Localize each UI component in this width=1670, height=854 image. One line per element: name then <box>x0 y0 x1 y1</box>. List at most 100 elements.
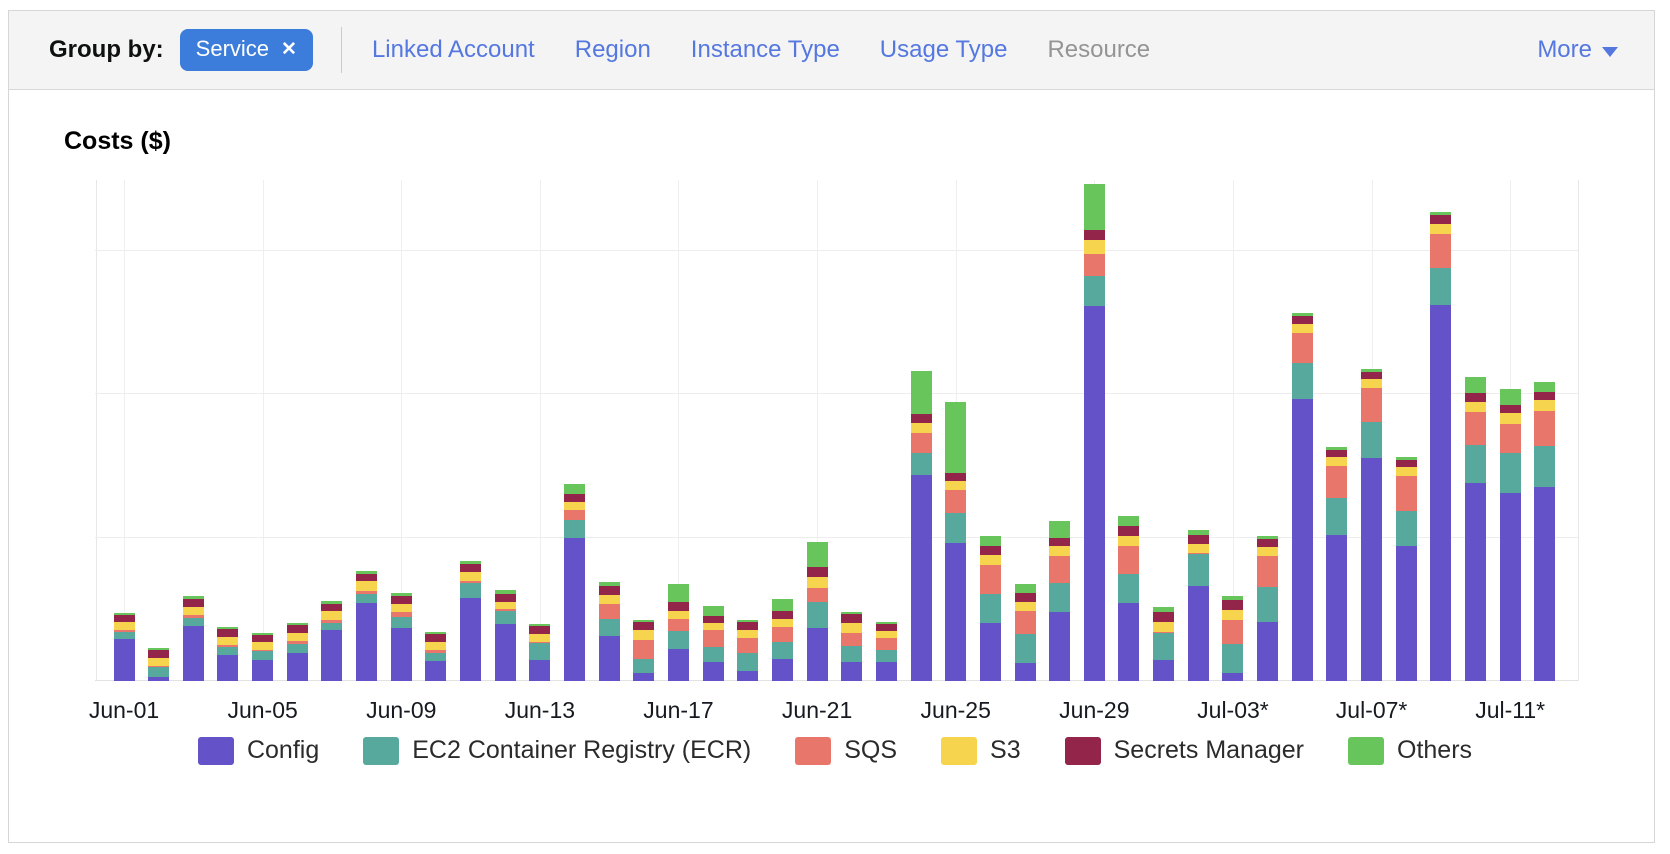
bar-segment-others[interactable] <box>1395 456 1417 460</box>
bar-segment-ec2-container-registry-ecr[interactable] <box>1534 446 1556 487</box>
bar-segment-s3[interactable] <box>1465 401 1487 412</box>
bar-segment-config[interactable] <box>1014 663 1036 681</box>
bar-segment-sqs[interactable] <box>702 630 724 647</box>
bar-segment-ec2-container-registry-ecr[interactable] <box>979 593 1001 623</box>
bar-segment-sqs[interactable] <box>1430 233 1452 269</box>
bar-segment-secrets-manager[interactable] <box>979 546 1001 555</box>
bar-segment-others[interactable] <box>1222 595 1244 601</box>
bar-segment-secrets-manager[interactable] <box>771 610 793 619</box>
bar-segment-config[interactable] <box>252 660 274 681</box>
bar-segment-sqs[interactable] <box>875 638 897 650</box>
bar-jul-04[interactable] <box>1257 536 1279 681</box>
bar-segment-secrets-manager[interactable] <box>841 613 863 624</box>
bar-segment-s3[interactable] <box>494 601 516 610</box>
bar-segment-secrets-manager[interactable] <box>182 599 204 608</box>
bar-segment-config[interactable] <box>564 537 585 681</box>
bar-segment-others[interactable] <box>737 620 759 623</box>
bar-segment-others[interactable] <box>425 632 447 635</box>
bar-segment-sqs[interactable] <box>286 640 308 644</box>
bar-segment-sqs[interactable] <box>425 650 447 654</box>
bar-segment-others[interactable] <box>1361 369 1383 373</box>
bar-jul-02[interactable] <box>1187 529 1209 681</box>
bar-segment-others[interactable] <box>460 560 482 564</box>
bar-segment-others[interactable] <box>1153 607 1175 612</box>
bar-segment-ec2-container-registry-ecr[interactable] <box>529 643 551 661</box>
bar-segment-config[interactable] <box>390 628 412 681</box>
bar-segment-s3[interactable] <box>425 642 447 651</box>
bar-jul-09[interactable] <box>1430 211 1452 681</box>
bar-segment-s3[interactable] <box>564 501 585 510</box>
bar-segment-s3[interactable] <box>529 633 551 642</box>
bar-segment-others[interactable] <box>910 370 932 415</box>
bar-segment-s3[interactable] <box>737 630 759 639</box>
bar-segment-secrets-manager[interactable] <box>1465 392 1487 402</box>
bar-segment-s3[interactable] <box>1430 223 1452 234</box>
bar-segment-config[interactable] <box>1395 546 1417 681</box>
bar-segment-s3[interactable] <box>286 633 308 641</box>
bar-segment-others[interactable] <box>1083 183 1105 231</box>
bar-segment-sqs[interactable] <box>1014 610 1036 634</box>
bar-segment-s3[interactable] <box>1222 610 1244 621</box>
bar-segment-config[interactable] <box>529 660 551 681</box>
bar-segment-secrets-manager[interactable] <box>806 567 828 578</box>
bar-segment-others[interactable] <box>252 633 274 636</box>
bar-segment-ec2-container-registry-ecr[interactable] <box>564 519 585 538</box>
bar-segment-secrets-manager[interactable] <box>1118 525 1140 536</box>
bar-segment-ec2-container-registry-ecr[interactable] <box>356 593 378 603</box>
bar-segment-ec2-container-registry-ecr[interactable] <box>875 649 897 663</box>
bar-segment-others[interactable] <box>667 583 689 602</box>
bar-segment-config[interactable] <box>494 623 516 681</box>
bar-segment-config[interactable] <box>1222 673 1244 681</box>
bar-segment-config[interactable] <box>1083 305 1105 681</box>
bar-jul-10[interactable] <box>1465 377 1487 681</box>
bar-segment-s3[interactable] <box>1499 413 1521 424</box>
bar-segment-config[interactable] <box>806 628 828 681</box>
bar-jun-21[interactable] <box>806 542 828 681</box>
group-by-option-instance-type[interactable]: Instance Type <box>690 36 840 63</box>
bar-segment-sqs[interactable] <box>667 618 689 631</box>
bar-segment-ec2-container-registry-ecr[interactable] <box>1187 554 1209 587</box>
bar-segment-sqs[interactable] <box>841 633 863 646</box>
bar-jun-10[interactable] <box>425 632 447 681</box>
bar-segment-s3[interactable] <box>667 610 689 619</box>
bar-segment-secrets-manager[interactable] <box>1361 372 1383 380</box>
bar-segment-s3[interactable] <box>1118 535 1140 546</box>
bar-segment-config[interactable] <box>113 639 135 681</box>
bar-segment-sqs[interactable] <box>217 645 239 648</box>
bar-jun-01[interactable] <box>113 612 135 681</box>
bar-segment-others[interactable] <box>945 402 967 473</box>
bar-segment-s3[interactable] <box>1083 240 1105 255</box>
bar-segment-ec2-container-registry-ecr[interactable] <box>321 622 343 631</box>
bar-segment-config[interactable] <box>1465 482 1487 681</box>
bar-segment-sqs[interactable] <box>1049 556 1071 583</box>
bar-segment-secrets-manager[interactable] <box>321 604 343 612</box>
bar-segment-s3[interactable] <box>252 642 274 651</box>
bar-segment-others[interactable] <box>182 596 204 600</box>
bar-jul-05[interactable] <box>1291 312 1313 681</box>
bar-segment-s3[interactable] <box>1014 601 1036 611</box>
bar-segment-sqs[interactable] <box>529 641 551 644</box>
remove-service-icon[interactable]: ✕ <box>281 38 297 60</box>
bar-segment-config[interactable] <box>771 658 793 681</box>
bar-segment-config[interactable] <box>875 662 897 681</box>
bar-segment-sqs[interactable] <box>737 638 759 654</box>
bar-segment-s3[interactable] <box>113 622 135 631</box>
bar-segment-s3[interactable] <box>1395 466 1417 477</box>
bar-segment-config[interactable] <box>217 655 239 681</box>
bar-segment-others[interactable] <box>1049 521 1071 538</box>
bar-segment-others[interactable] <box>1291 312 1313 316</box>
bar-segment-sqs[interactable] <box>598 604 620 619</box>
bar-segment-config[interactable] <box>1153 660 1175 681</box>
bar-segment-sqs[interactable] <box>564 509 585 520</box>
group-by-option-region[interactable]: Region <box>574 36 651 63</box>
bar-segment-ec2-container-registry-ecr[interactable] <box>1395 510 1417 547</box>
bar-segment-others[interactable] <box>1118 515 1140 526</box>
bar-jul-07[interactable] <box>1361 369 1383 681</box>
bar-segment-config[interactable] <box>910 474 932 681</box>
bar-segment-ec2-container-registry-ecr[interactable] <box>598 618 620 636</box>
bar-segment-sqs[interactable] <box>806 587 828 602</box>
bar-jun-15[interactable] <box>598 581 620 681</box>
bar-jun-18[interactable] <box>702 606 724 681</box>
bar-jun-23[interactable] <box>875 621 897 681</box>
bar-segment-config[interactable] <box>148 676 170 681</box>
